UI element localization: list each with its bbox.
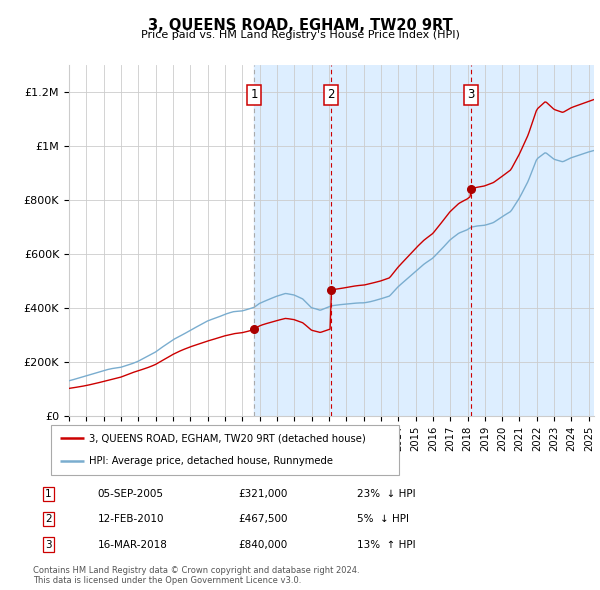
Text: 5%  ↓ HPI: 5% ↓ HPI (357, 514, 409, 524)
Bar (331, 65, 471, 416)
Text: 1: 1 (45, 489, 52, 499)
Bar (471, 65, 594, 416)
Text: £467,500: £467,500 (238, 514, 288, 524)
Bar (254, 65, 331, 416)
FancyBboxPatch shape (51, 425, 399, 475)
Text: 1: 1 (250, 88, 258, 101)
Text: 2: 2 (327, 88, 335, 101)
Text: 12-FEB-2010: 12-FEB-2010 (98, 514, 164, 524)
Text: 05-SEP-2005: 05-SEP-2005 (98, 489, 164, 499)
Text: Price paid vs. HM Land Registry's House Price Index (HPI): Price paid vs. HM Land Registry's House … (140, 30, 460, 40)
Text: 3, QUEENS ROAD, EGHAM, TW20 9RT: 3, QUEENS ROAD, EGHAM, TW20 9RT (148, 18, 452, 32)
Text: 3: 3 (467, 88, 475, 101)
Text: 23%  ↓ HPI: 23% ↓ HPI (357, 489, 416, 499)
Text: £840,000: £840,000 (238, 539, 287, 549)
Text: 3: 3 (45, 539, 52, 549)
Text: 2: 2 (45, 514, 52, 524)
Text: 13%  ↑ HPI: 13% ↑ HPI (357, 539, 416, 549)
Text: £321,000: £321,000 (238, 489, 287, 499)
Text: 3, QUEENS ROAD, EGHAM, TW20 9RT (detached house): 3, QUEENS ROAD, EGHAM, TW20 9RT (detache… (89, 433, 365, 443)
Text: Contains HM Land Registry data © Crown copyright and database right 2024.
This d: Contains HM Land Registry data © Crown c… (33, 566, 359, 585)
Text: HPI: Average price, detached house, Runnymede: HPI: Average price, detached house, Runn… (89, 457, 332, 467)
Text: 16-MAR-2018: 16-MAR-2018 (98, 539, 167, 549)
